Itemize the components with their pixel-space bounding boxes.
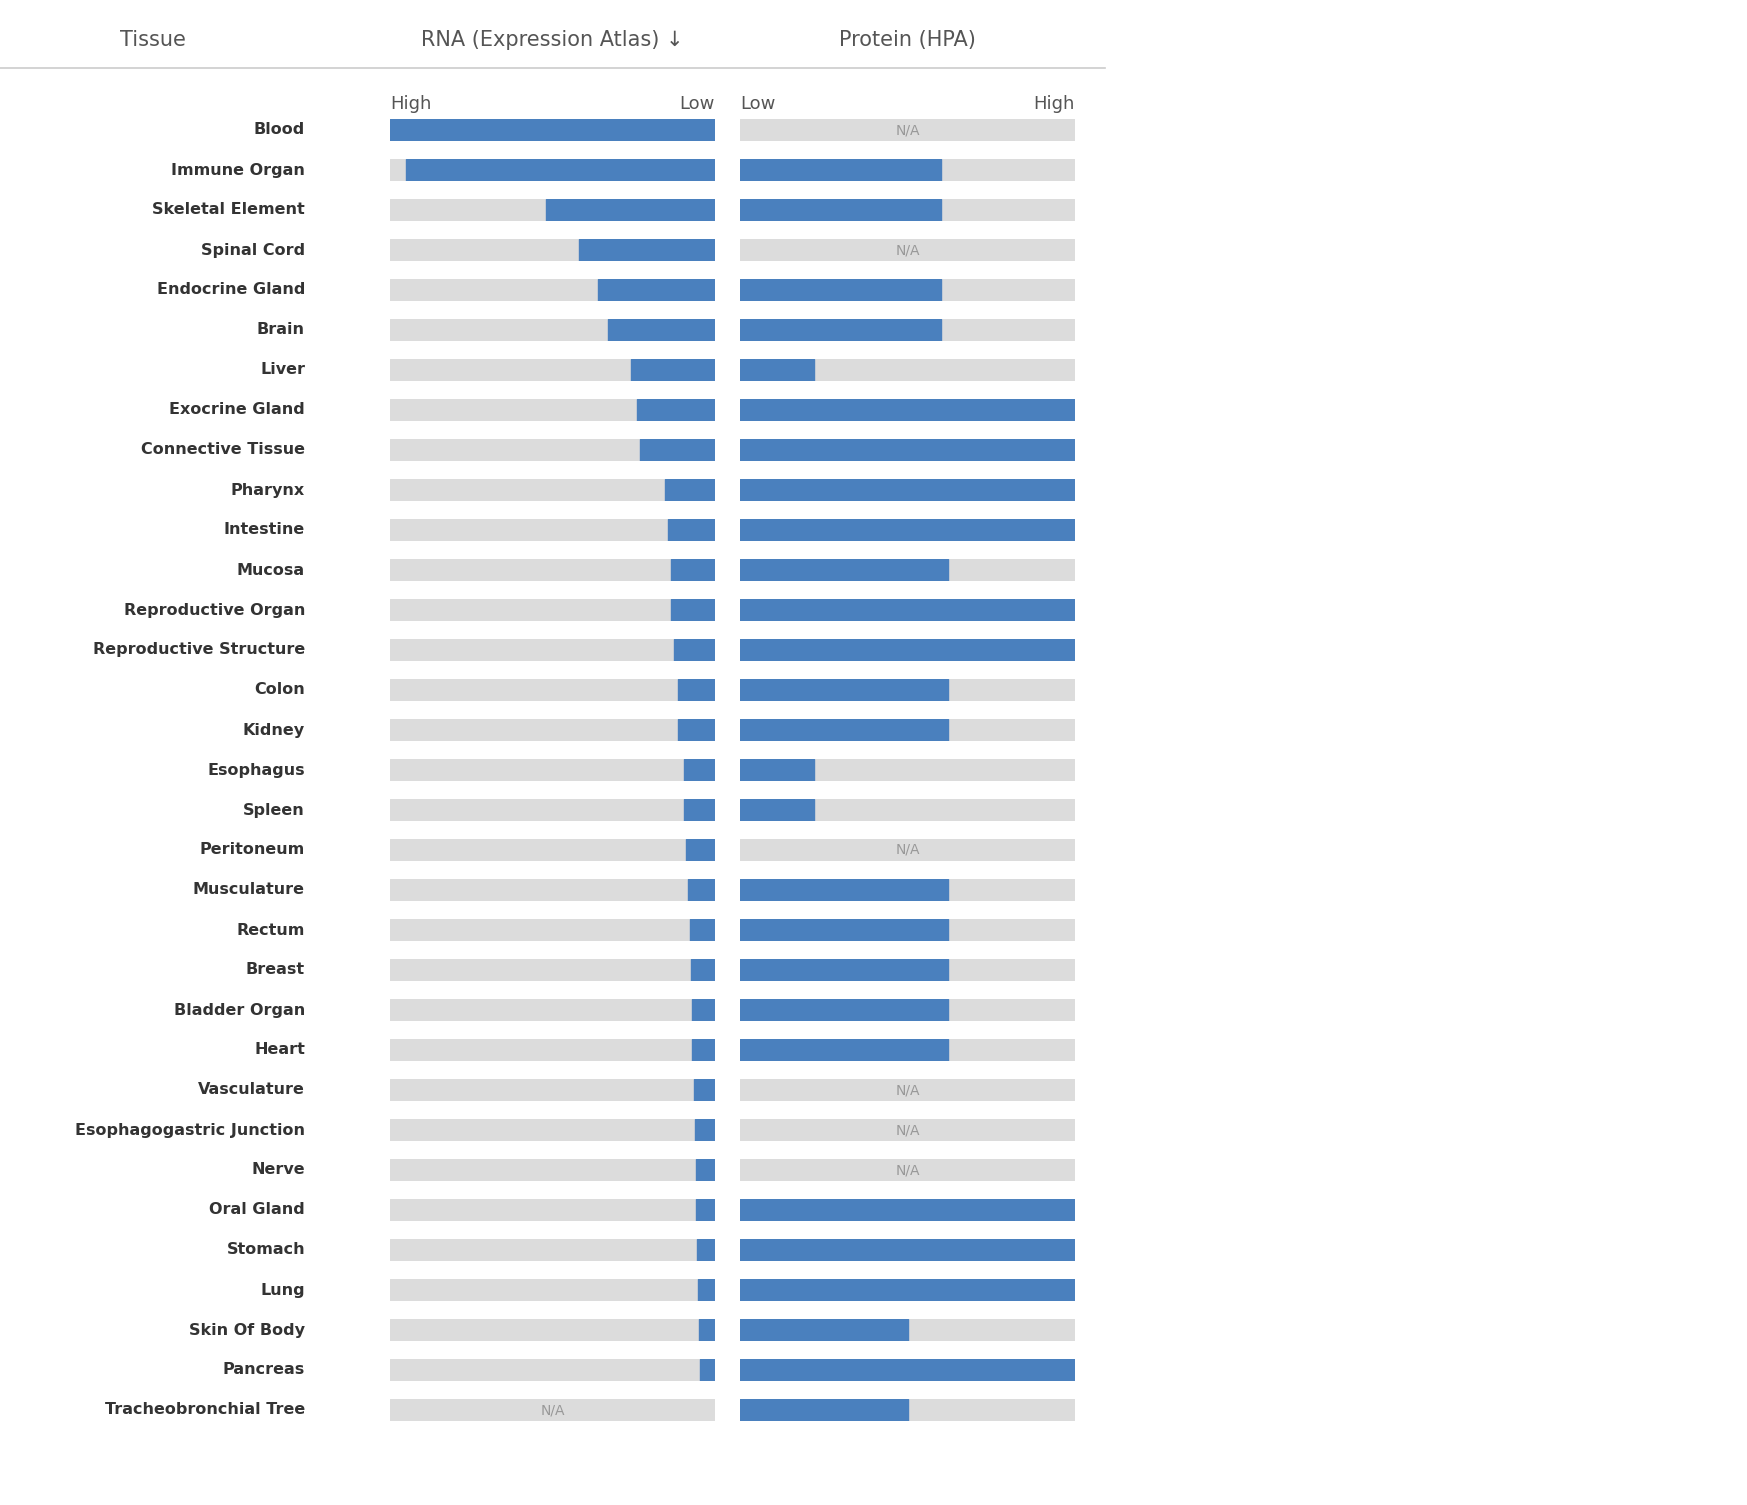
- Bar: [678, 679, 715, 701]
- Text: Breast: Breast: [246, 963, 306, 978]
- Bar: [741, 558, 947, 581]
- Text: Exocrine Gland: Exocrine Gland: [169, 402, 306, 417]
- Text: N/A: N/A: [894, 1084, 919, 1097]
- Text: Bladder Organ: Bladder Organ: [173, 1002, 306, 1017]
- Bar: [638, 399, 715, 421]
- Bar: [741, 999, 947, 1020]
- Text: Pharynx: Pharynx: [231, 483, 306, 498]
- Bar: [695, 1120, 715, 1141]
- Text: Lung: Lung: [260, 1282, 306, 1297]
- Bar: [695, 1199, 715, 1221]
- Text: N/A: N/A: [894, 1123, 919, 1136]
- Text: N/A: N/A: [894, 123, 919, 137]
- Bar: [741, 360, 814, 381]
- Text: Esophagus: Esophagus: [208, 763, 306, 778]
- Bar: [741, 920, 947, 941]
- Bar: [578, 239, 715, 260]
- Bar: [741, 1038, 947, 1061]
- Text: Musculature: Musculature: [192, 882, 306, 897]
- Bar: [741, 1318, 907, 1341]
- Text: Low: Low: [680, 95, 715, 113]
- Bar: [631, 360, 715, 381]
- Bar: [608, 319, 715, 342]
- Text: Kidney: Kidney: [243, 722, 306, 737]
- Text: RNA (Expression Atlas) ↓: RNA (Expression Atlas) ↓: [421, 30, 683, 50]
- Bar: [687, 838, 715, 861]
- Bar: [741, 959, 947, 981]
- Bar: [741, 199, 942, 221]
- Text: Peritoneum: Peritoneum: [199, 843, 306, 858]
- Text: N/A: N/A: [894, 242, 919, 257]
- Text: Connective Tissue: Connective Tissue: [142, 442, 306, 458]
- Text: N/A: N/A: [894, 1163, 919, 1177]
- Bar: [678, 719, 715, 740]
- Bar: [741, 799, 814, 822]
- Text: Tracheobronchial Tree: Tracheobronchial Tree: [105, 1403, 306, 1418]
- Text: Tissue: Tissue: [119, 30, 185, 50]
- Bar: [741, 759, 814, 781]
- Bar: [639, 439, 715, 461]
- Bar: [741, 1400, 907, 1421]
- Bar: [695, 1159, 715, 1181]
- Bar: [701, 1359, 715, 1382]
- Text: Brain: Brain: [257, 322, 306, 337]
- Text: Skeletal Element: Skeletal Element: [152, 203, 306, 218]
- Bar: [597, 278, 715, 301]
- Bar: [697, 1239, 715, 1261]
- Text: Skin Of Body: Skin Of Body: [189, 1323, 306, 1338]
- Text: N/A: N/A: [540, 1403, 564, 1418]
- Text: Low: Low: [741, 95, 776, 113]
- Bar: [741, 879, 947, 901]
- Text: Rectum: Rectum: [236, 923, 306, 938]
- Text: N/A: N/A: [894, 843, 919, 856]
- Text: Colon: Colon: [255, 682, 306, 697]
- Text: Pancreas: Pancreas: [224, 1362, 306, 1377]
- Bar: [671, 599, 715, 622]
- Text: Nerve: Nerve: [252, 1162, 306, 1177]
- Text: Blood: Blood: [253, 122, 306, 137]
- Text: Esophagogastric Junction: Esophagogastric Junction: [75, 1123, 306, 1138]
- Text: Mucosa: Mucosa: [238, 563, 306, 578]
- Bar: [692, 999, 715, 1020]
- Text: Stomach: Stomach: [227, 1243, 306, 1258]
- Text: Heart: Heart: [253, 1043, 306, 1058]
- Text: Reproductive Organ: Reproductive Organ: [124, 602, 306, 617]
- Text: Protein (HPA): Protein (HPA): [839, 30, 977, 50]
- Text: Intestine: Intestine: [224, 522, 306, 537]
- Bar: [692, 1038, 715, 1061]
- Bar: [690, 959, 715, 981]
- Text: Immune Organ: Immune Organ: [171, 163, 306, 178]
- Text: Endocrine Gland: Endocrine Gland: [157, 283, 306, 298]
- Bar: [674, 640, 715, 661]
- Bar: [667, 519, 715, 540]
- Bar: [741, 160, 942, 181]
- Bar: [690, 920, 715, 941]
- Bar: [699, 1318, 715, 1341]
- Bar: [547, 199, 715, 221]
- Bar: [741, 679, 947, 701]
- Text: High: High: [1034, 95, 1074, 113]
- Text: Liver: Liver: [260, 363, 306, 378]
- Bar: [741, 719, 947, 740]
- Text: Reproductive Structure: Reproductive Structure: [93, 643, 306, 658]
- Bar: [685, 799, 715, 822]
- Bar: [664, 479, 715, 501]
- Text: Spleen: Spleen: [243, 802, 306, 817]
- Text: Vasculature: Vasculature: [197, 1082, 306, 1097]
- Bar: [741, 278, 942, 301]
- Bar: [685, 759, 715, 781]
- Bar: [697, 1279, 715, 1300]
- Text: High: High: [390, 95, 432, 113]
- Bar: [688, 879, 715, 901]
- Bar: [694, 1079, 715, 1102]
- Bar: [741, 319, 942, 342]
- Bar: [671, 558, 715, 581]
- Text: Oral Gland: Oral Gland: [210, 1202, 306, 1218]
- Text: Spinal Cord: Spinal Cord: [201, 242, 306, 257]
